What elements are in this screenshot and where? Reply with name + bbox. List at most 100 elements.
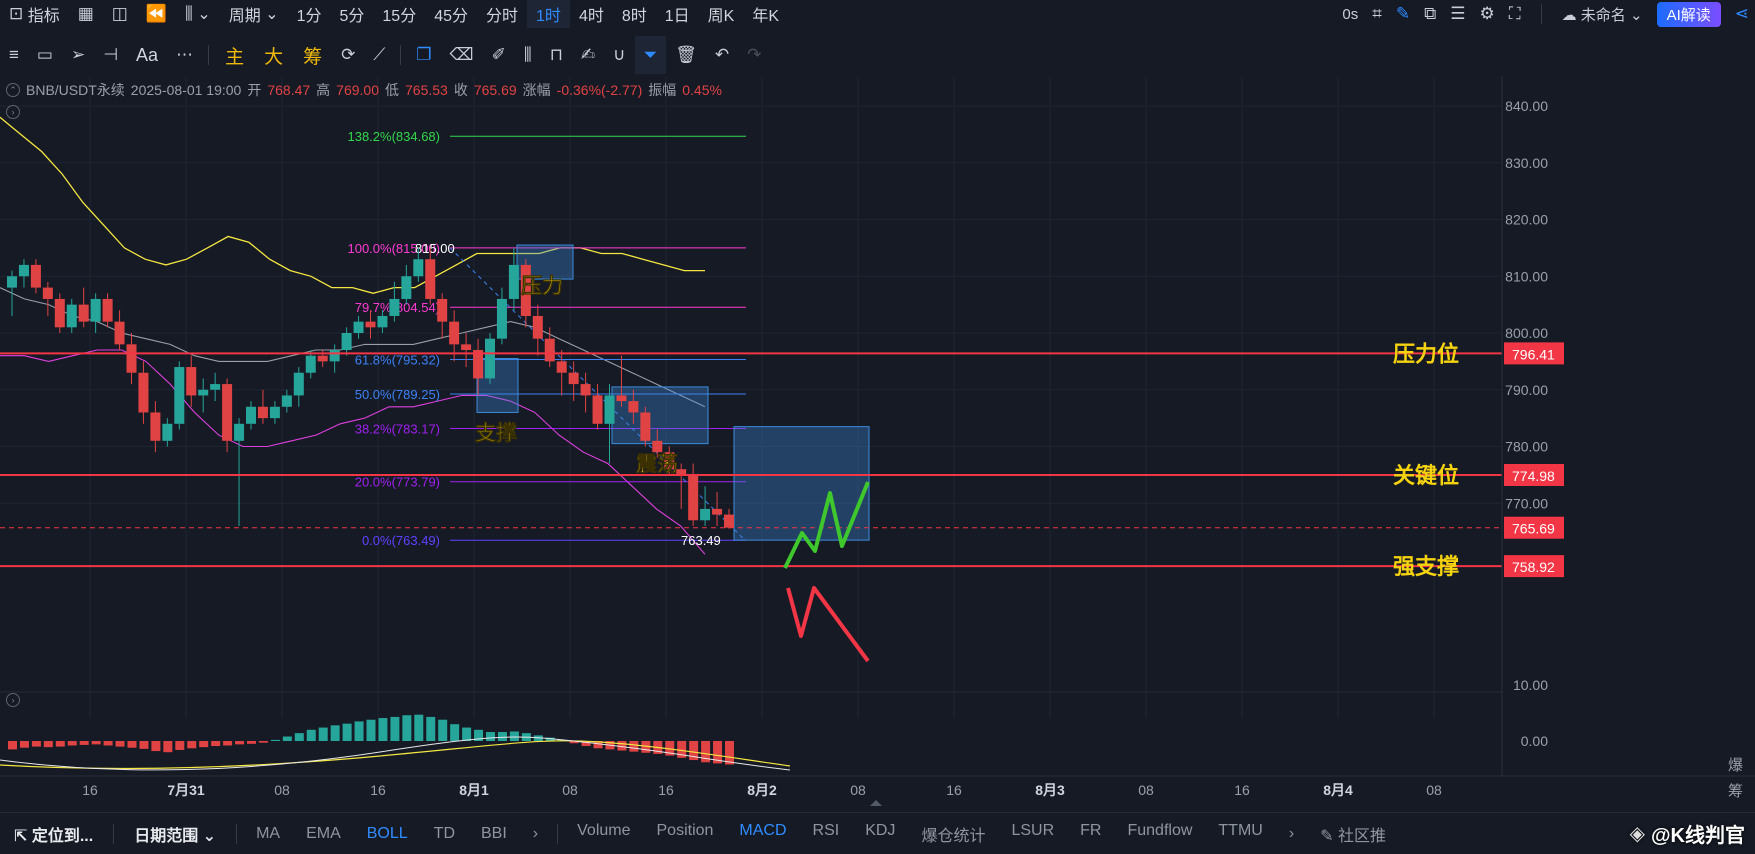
sub-indicator-tab-7[interactable]: FR (1080, 821, 1102, 839)
rectangle-tool[interactable]: ▭ (28, 36, 62, 74)
indicator-tab-3[interactable]: TD (433, 824, 455, 842)
big-chart-button[interactable]: 大 (264, 46, 284, 68)
chevron-right-icon[interactable]: › (532, 824, 539, 842)
time-tick: 8月1 (459, 782, 489, 798)
interval-8[interactable]: 1日 (664, 8, 690, 25)
camera-icon[interactable]: ⌗ (1372, 4, 1382, 23)
time-tick: 16 (946, 782, 962, 798)
time-tick: 08 (850, 782, 866, 798)
fib-label-0: 138.2%(834.68) (347, 129, 440, 144)
eraser-tool[interactable]: ⌫ (441, 36, 483, 74)
price-chart[interactable]: 138.2%(834.68)100.0%(815.00)79.7%(804.54… (0, 76, 1755, 806)
replay-button[interactable]: ⏪ (137, 0, 176, 28)
list-icon[interactable]: ☰ (1450, 4, 1466, 23)
macd-expand-icon[interactable]: › (6, 693, 20, 707)
candle-body (556, 361, 567, 373)
main-chart-button[interactable]: 主 (225, 46, 245, 68)
interval-2[interactable]: 15分 (382, 8, 417, 25)
indicator-tab-0[interactable]: MA (256, 824, 281, 842)
locate-button[interactable]: ⇱ 定位到... (0, 822, 107, 846)
sub-indicator-tab-4[interactable]: KDJ (865, 821, 896, 839)
indicator-button[interactable]: ⊡ 指标 (0, 0, 69, 28)
macd-bar (330, 725, 340, 741)
cursor-icon: ➢ (70, 45, 86, 64)
divider (113, 823, 115, 844)
range-box (611, 386, 709, 445)
candle-body (604, 395, 615, 424)
chip-button[interactable]: 筹 (303, 46, 323, 68)
indicator-tab-1[interactable]: EMA (306, 824, 341, 842)
fullscreen-icon[interactable]: ⛶ (1508, 4, 1521, 23)
share-icon[interactable]: ⋖ (1734, 4, 1749, 23)
community-button[interactable]: ✎ 社区推 (1307, 822, 1399, 846)
brush-tool[interactable]: ✐ (483, 36, 515, 74)
chart-type-button[interactable]: ⫼ ⌄ (176, 0, 220, 28)
bullish-forecast-path (783, 481, 870, 569)
layout-button[interactable]: ◫ (103, 0, 137, 28)
macd-dif-line (0, 736, 791, 771)
candle-body (186, 367, 197, 396)
indicator-tab-2[interactable]: BOLL (366, 824, 408, 842)
more-tools[interactable]: ⋯ (167, 36, 202, 74)
undo-button[interactable]: ↶ (706, 36, 738, 74)
measure-tool[interactable]: ⟋ (364, 36, 394, 74)
hline-tool[interactable]: ⊣ (94, 36, 127, 74)
macd-bar (127, 741, 137, 748)
interval-9[interactable]: 周K (707, 8, 735, 25)
sub-indicator-tab-1[interactable]: Position (656, 821, 714, 839)
lock-tool[interactable]: ⊓ (541, 36, 572, 74)
sub-indicator-tab-5[interactable]: 爆仓统计 (921, 827, 986, 845)
pencil-icon[interactable]: ✎ (1395, 4, 1411, 23)
copy-tool[interactable]: ❐ (407, 36, 440, 74)
interval-5[interactable]: 1时 (527, 0, 570, 28)
ai-explain-button[interactable]: AI解读 (1656, 1, 1721, 27)
interval-6[interactable]: 4时 (578, 8, 604, 25)
text-tool[interactable]: Aa (136, 44, 159, 65)
macd-bar (282, 736, 292, 741)
interval-7[interactable]: 8时 (621, 8, 647, 25)
date-range-button[interactable]: 日期范围 ⌄ (134, 827, 217, 845)
top-right-tools: 0s ⌗ ✎ ⧉ ☰ ⚙ ⛶ ☁ 未命名 ⌄ AI解读 ⋖ (1342, 0, 1755, 28)
delete-tool[interactable]: 🗑 (666, 36, 706, 74)
sub-indicator-tab-0[interactable]: Volume (577, 821, 631, 839)
redo-button[interactable]: ↷ (738, 36, 770, 74)
macd-bar (294, 733, 304, 741)
bars-icon: ⫼ (523, 45, 532, 64)
chevron-right-icon[interactable]: › (1288, 824, 1295, 842)
cursor-tool[interactable]: ➢ (62, 36, 94, 74)
cloud-layout-button[interactable]: ☁ 未命名 ⌄ (1561, 6, 1643, 24)
magnet-tool[interactable]: ∪ (604, 36, 634, 74)
filter-tool[interactable]: ⏷ (634, 36, 667, 74)
layout-name: 未命名 (1580, 6, 1626, 24)
calendar-button[interactable]: ▦ (69, 0, 103, 28)
close-value: 765.69 (473, 82, 517, 98)
rewind-icon: ⏪ (145, 4, 168, 23)
interval-3[interactable]: 45分 (434, 8, 469, 25)
sub-indicator-tab-8[interactable]: Fundflow (1127, 821, 1193, 839)
menu-button[interactable]: ≡ (0, 36, 28, 74)
collapse-icon[interactable]: ⌃ (6, 83, 20, 97)
macd-bar (426, 716, 436, 741)
interval-1[interactable]: 5分 (339, 8, 365, 25)
new-window-icon[interactable]: ⧉ (1424, 4, 1437, 23)
bars-tool[interactable]: ⫼ (515, 36, 541, 74)
sub-indicator-tab-9[interactable]: TTMU (1218, 821, 1263, 839)
period-dropdown[interactable]: 周期 ⌄ (220, 0, 288, 28)
note-tool[interactable]: ✍ (572, 36, 604, 74)
sub-indicator-tab-2[interactable]: MACD (739, 821, 787, 839)
time-tick: 7月31 (167, 782, 205, 798)
interval-4[interactable]: 分时 (486, 8, 519, 25)
sub-indicator-tab-3[interactable]: RSI (812, 821, 840, 839)
candle-body (126, 344, 137, 373)
interval-10[interactable]: 年K (752, 8, 780, 25)
open-label: 开 (247, 82, 262, 98)
sync-tool[interactable]: ⟳ (332, 36, 364, 74)
expand-icon[interactable]: › (6, 105, 20, 119)
settings-icon[interactable]: ⚙ (1479, 4, 1495, 23)
interval-0[interactable]: 1分 (296, 8, 322, 25)
close-label: 收 (453, 82, 468, 98)
macd-bar (378, 718, 388, 741)
indicator-tab-4[interactable]: BBI (481, 824, 507, 842)
sub-indicator-tab-6[interactable]: LSUR (1011, 821, 1055, 839)
datetime-label: 2025-08-01 19:00 (130, 82, 242, 98)
